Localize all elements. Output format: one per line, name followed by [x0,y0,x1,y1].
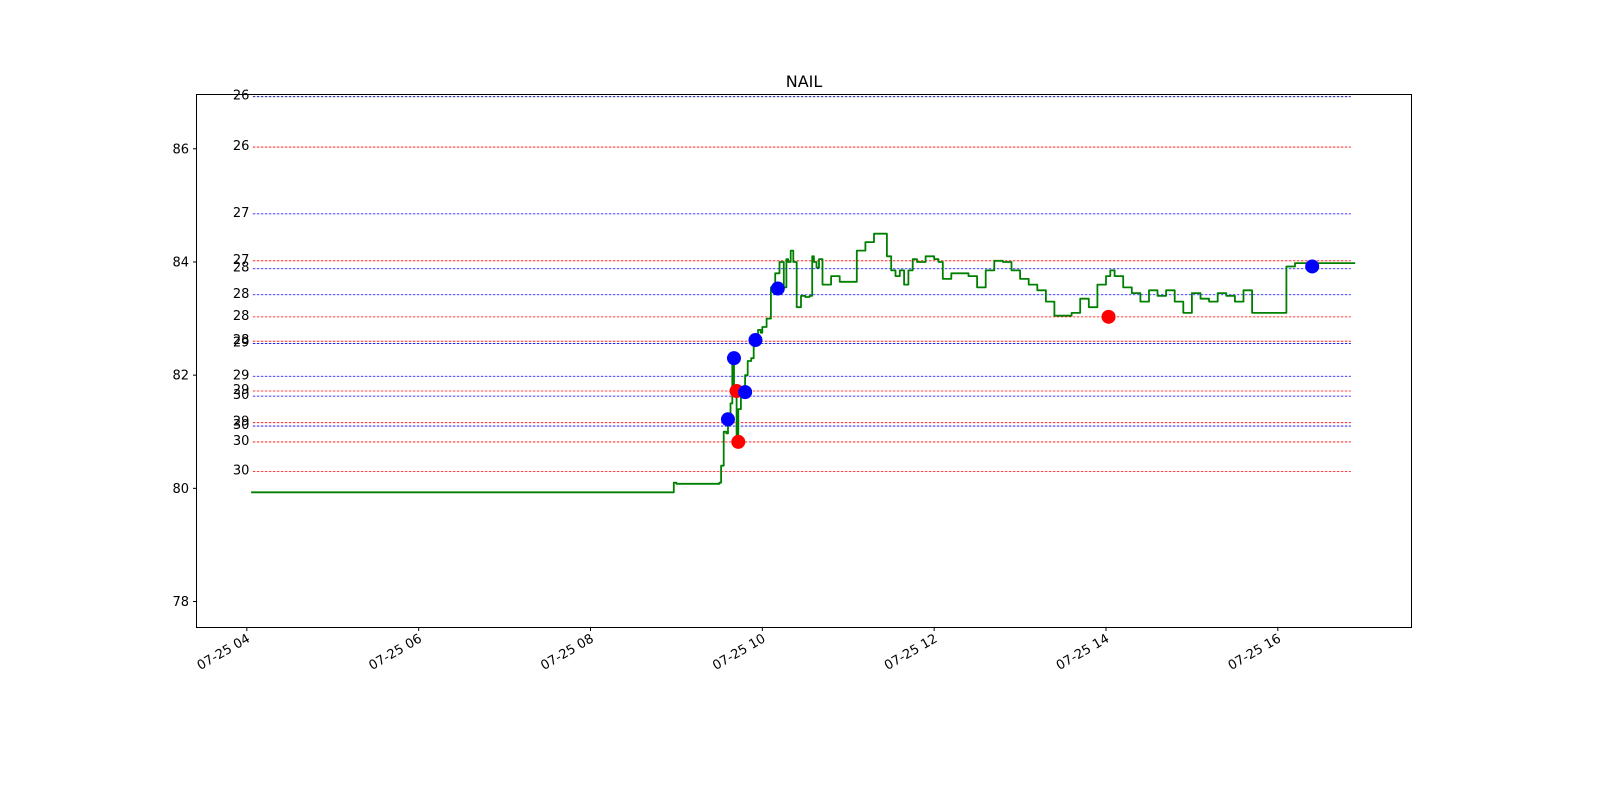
level-label: 27 [233,206,250,221]
level-label: 29 [233,415,250,430]
y-tick-label: 86 [172,142,189,157]
level-label: 29 [233,383,250,398]
y-tick-label: 84 [172,255,189,270]
sell-marker [731,434,746,449]
buy-marker [720,412,735,427]
level-label: 28 [233,333,250,348]
level-label: 27 [233,253,250,268]
level-label: 30 [233,418,250,433]
buy-marker [770,281,785,296]
plot-frame [196,94,1412,628]
buy-marker [738,385,753,400]
level-label: 30 [233,463,250,478]
level-label: 29 [233,368,250,383]
level-label: 26 [233,139,250,154]
series-layer [251,232,1356,494]
buy-marker [748,333,763,348]
level-label: 30 [233,388,250,403]
level-label: 30 [233,434,250,449]
level-label: 26 [233,89,250,104]
buy-marker [1305,259,1320,274]
level-label: 28 [233,287,250,302]
level-label: 28 [233,261,250,276]
markers-layer [720,259,1320,449]
y-tick-label: 80 [172,482,189,497]
buy-marker [726,351,741,366]
sell-marker [1101,309,1116,324]
level-label: 29 [233,335,250,350]
y-tick-label: 82 [172,369,189,384]
chart-title: NAIL [786,72,823,91]
level-label: 28 [233,309,250,324]
price-series-line [251,232,1356,494]
y-tick-label: 78 [172,595,189,610]
